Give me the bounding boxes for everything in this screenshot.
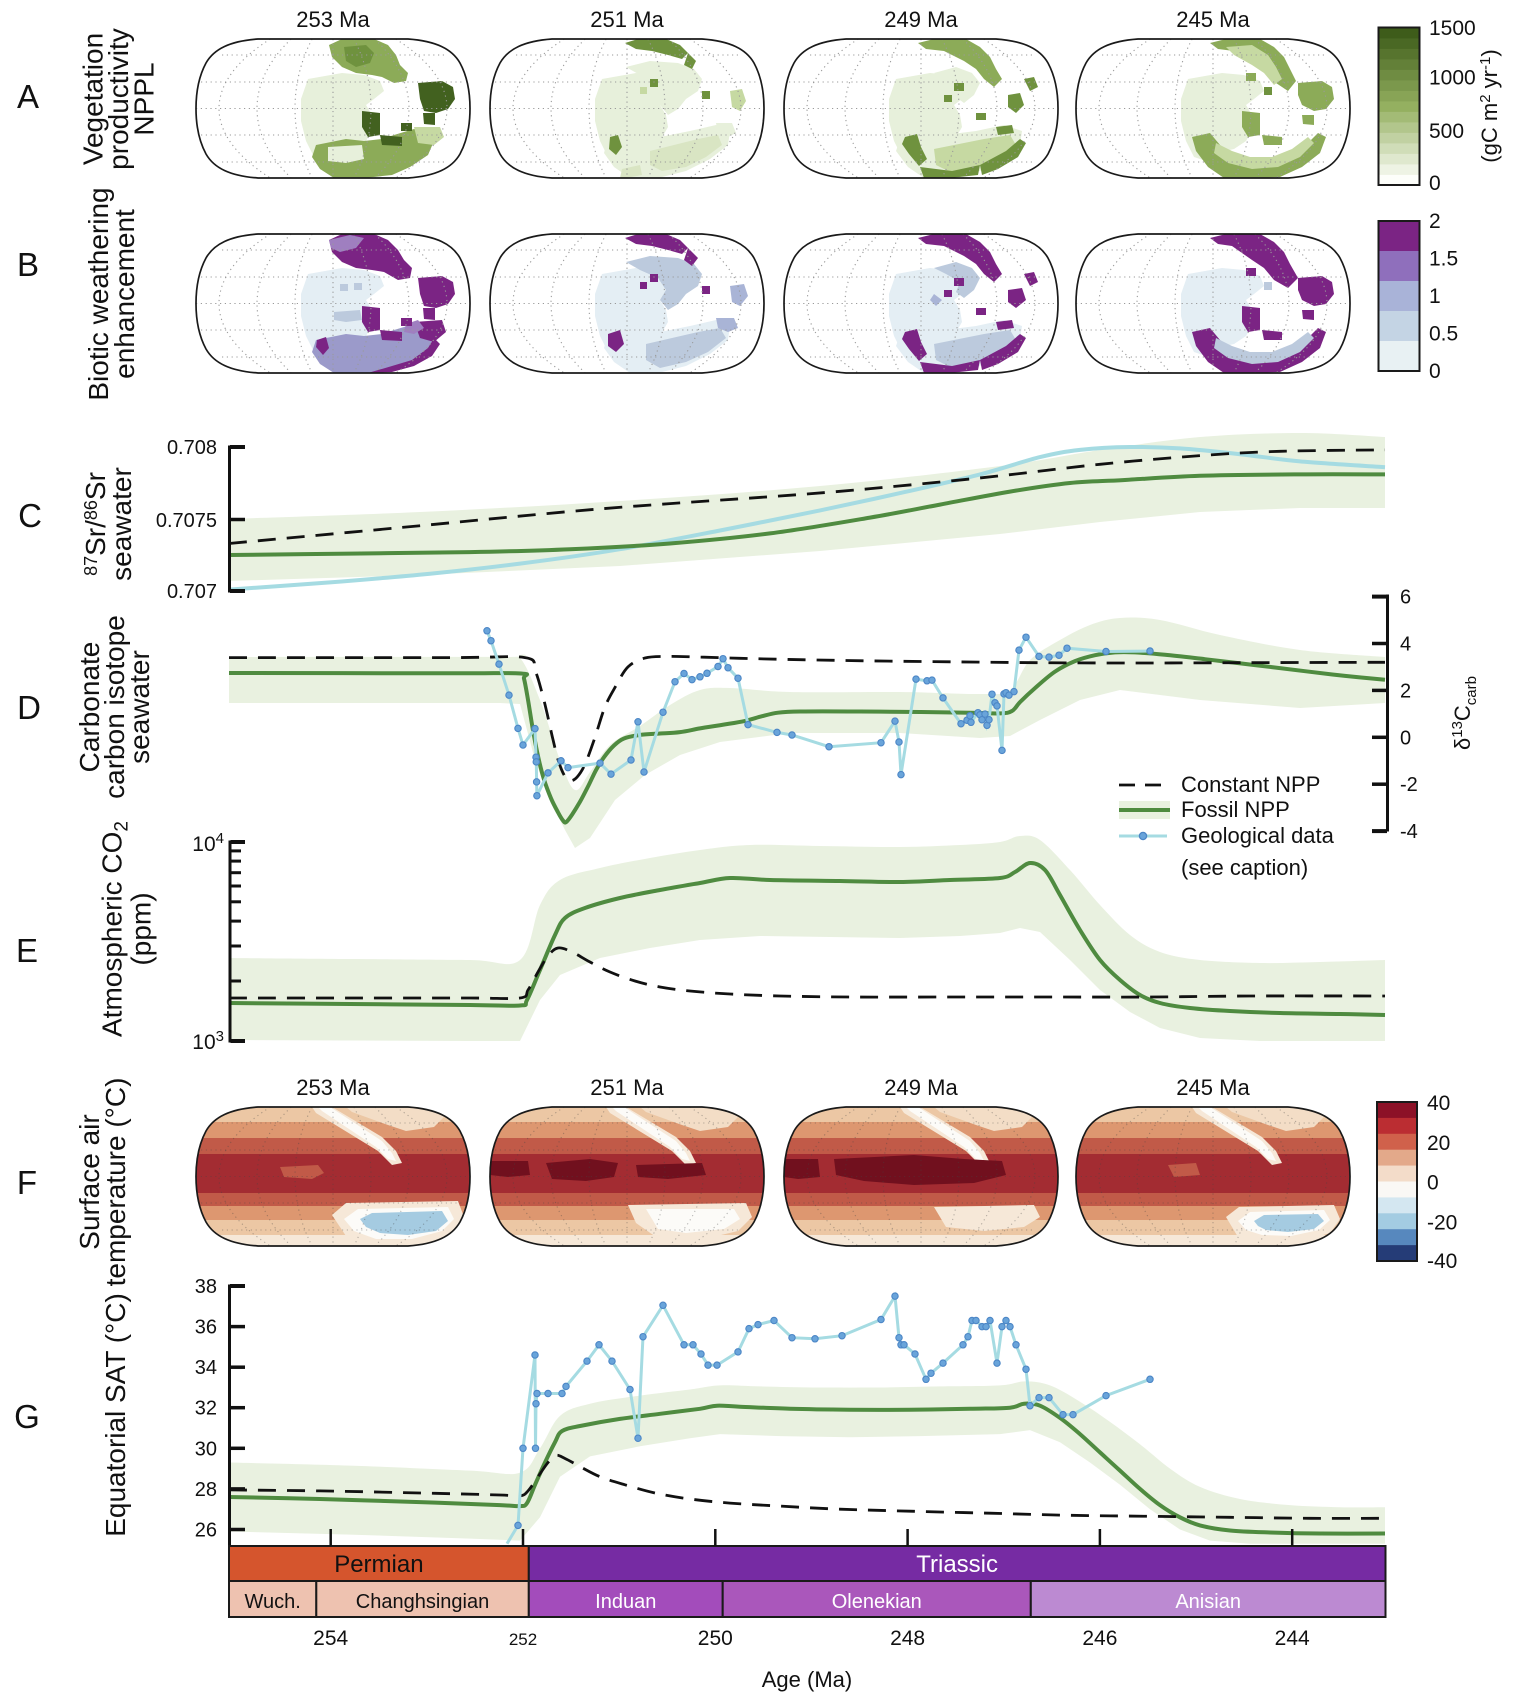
svg-text:Equatorial SAT (°C): Equatorial SAT (°C) [100,1293,131,1537]
svg-text:seawater: seawater [106,467,137,581]
svg-text:87Sr/86Sr: 87Sr/86Sr [80,472,111,576]
svg-text:104: 104 [192,830,224,856]
svg-text:2: 2 [1400,680,1411,702]
svg-text:26: 26 [195,1519,217,1541]
svg-text:0.7075: 0.7075 [156,510,217,532]
svg-text:carbon isotope: carbon isotope [99,615,130,799]
svg-text:-40: -40 [1427,1250,1457,1273]
svg-text:-20: -20 [1427,1211,1457,1234]
svg-text:seawater: seawater [124,650,155,764]
svg-text:1000: 1000 [1429,66,1476,89]
svg-text:E: E [16,932,38,969]
svg-text:0.707: 0.707 [167,581,217,603]
svg-text:-2: -2 [1400,774,1418,796]
svg-text:244: 244 [1275,1627,1310,1650]
svg-text:32: 32 [195,1398,217,1420]
svg-text:36: 36 [195,1317,217,1339]
svg-text:D: D [17,689,41,726]
svg-text:246: 246 [1082,1627,1117,1650]
svg-text:1.5: 1.5 [1429,248,1458,271]
svg-text:249 Ma: 249 Ma [884,7,958,32]
svg-text:253 Ma: 253 Ma [296,1075,370,1100]
svg-text:F: F [17,1164,37,1201]
svg-text:Surface air: Surface air [74,1114,105,1249]
svg-text:productivity: productivity [103,28,134,170]
svg-text:251 Ma: 251 Ma [590,7,664,32]
svg-text:(ppm): (ppm) [125,892,156,965]
svg-text:Triassic: Triassic [916,1551,998,1578]
svg-text:6: 6 [1400,587,1411,609]
svg-text:500: 500 [1429,120,1464,143]
svg-text:251 Ma: 251 Ma [590,1075,664,1100]
svg-text:253 Ma: 253 Ma [296,7,370,32]
svg-text:Permian: Permian [334,1551,423,1578]
svg-text:0: 0 [1429,360,1441,383]
svg-text:Induan: Induan [595,1591,656,1613]
svg-text:enhancement: enhancement [109,209,140,379]
svg-text:0.5: 0.5 [1429,323,1458,346]
svg-text:30: 30 [195,1438,217,1460]
svg-text:temperature (°C): temperature (°C) [100,1078,131,1287]
svg-text:34: 34 [195,1357,217,1379]
svg-text:Fossil NPP: Fossil NPP [1181,797,1290,822]
svg-text:Constant NPP: Constant NPP [1181,772,1320,797]
svg-text:20: 20 [1427,1132,1450,1155]
svg-text:Atmospheric CO2: Atmospheric CO2 [96,821,132,1037]
svg-text:Wuch.: Wuch. [244,1591,300,1613]
svg-text:0: 0 [1429,172,1441,195]
svg-text:254: 254 [313,1627,348,1650]
svg-text:Carbonate: Carbonate [74,642,105,773]
svg-text:Age (Ma): Age (Ma) [762,1667,852,1692]
svg-text:248: 248 [890,1627,925,1650]
svg-text:245 Ma: 245 Ma [1176,1075,1250,1100]
svg-text:Vegetation: Vegetation [77,33,108,165]
svg-text:Anisian: Anisian [1175,1591,1241,1613]
svg-text:C: C [18,497,42,534]
svg-text:2: 2 [1429,210,1441,233]
svg-text:-4: -4 [1400,821,1418,843]
svg-text:Biotic weathering: Biotic weathering [83,187,114,400]
svg-text:0.708: 0.708 [167,437,217,459]
svg-text:G: G [14,1398,40,1435]
svg-text:40: 40 [1427,1092,1450,1115]
svg-text:Changhsingian: Changhsingian [356,1591,489,1613]
svg-text:B: B [17,246,39,283]
svg-text:Geological data: Geological data [1181,823,1335,848]
svg-text:NPPL: NPPL [128,62,159,135]
svg-text:4: 4 [1400,634,1411,656]
svg-text:1500: 1500 [1429,17,1476,40]
svg-text:250: 250 [698,1627,733,1650]
svg-text:0: 0 [1400,727,1411,749]
svg-text:Olenekian: Olenekian [832,1591,922,1613]
svg-text:28: 28 [195,1479,217,1501]
svg-text:249 Ma: 249 Ma [884,1075,958,1100]
svg-text:245 Ma: 245 Ma [1176,7,1250,32]
svg-text:0: 0 [1427,1172,1439,1195]
svg-text:A: A [17,78,39,115]
svg-text:1: 1 [1429,285,1441,308]
svg-text:38: 38 [195,1276,217,1298]
svg-text:252: 252 [509,1630,537,1649]
svg-text:(see caption): (see caption) [1181,855,1308,880]
